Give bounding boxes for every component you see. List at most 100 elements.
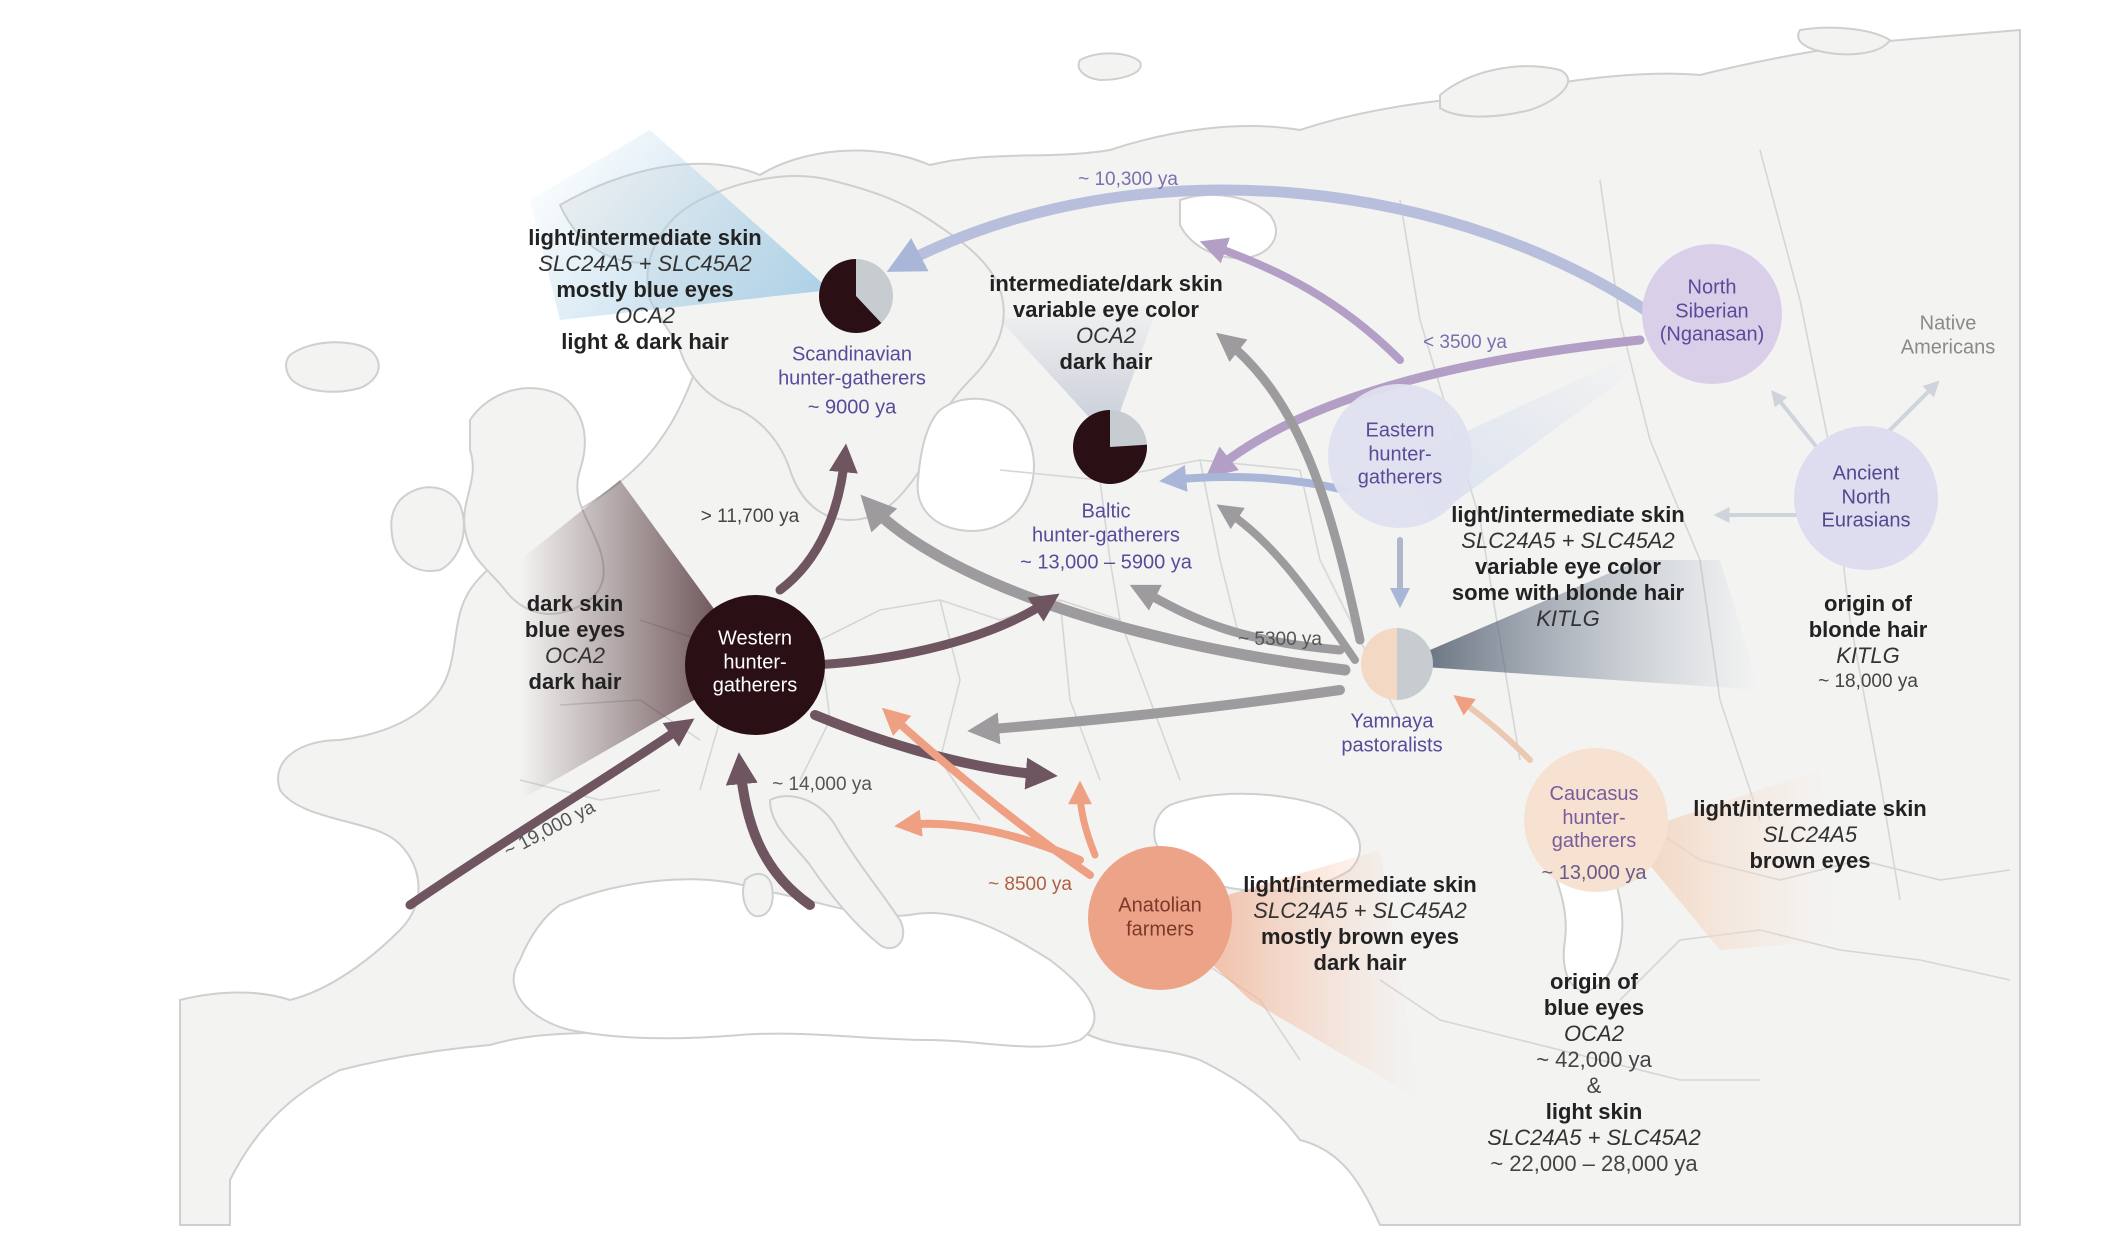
baltic-pie [1073,410,1147,485]
origin-trait-4: ~ 42,000 ya [1536,1047,1652,1073]
baltic-pie-wedge [1073,410,1147,485]
siberian-line-3: (Nganasan) [1659,323,1765,346]
arrow-yamnaya-to-baltic2 [1216,504,1359,664]
baltic-date: ~ 13,000 – 5900 ya [1020,551,1192,574]
eastern-line-2: hunter- [1368,443,1432,466]
svalbard-land [1077,52,1142,81]
date-3500: < 3500 ya [1423,331,1507,353]
eastern-trait-1: light/intermediate skin [1451,502,1685,528]
caucasus-beam [1625,770,1840,950]
caucasus-line-1: Caucasus [1549,782,1639,805]
baltic-trait-2: variable eye color [1013,297,1199,323]
origin-trait-6: light skin [1545,1098,1643,1124]
yamnaya-node [1361,628,1433,700]
ane-line-1: Ancient [1832,462,1900,485]
scandinavian-pie-wedge [819,259,882,334]
caucasus-line-3: gatherers [1551,830,1637,852]
origin-trait-8: ~ 22,000 – 28,000 ya [1490,1150,1698,1176]
arrow-yamnaya-to-west [967,685,1345,745]
western-line-1: Western [717,627,793,650]
arrow-italy-to-western [725,752,815,910]
migration-arrows [405,184,1940,910]
western-node [685,595,825,735]
origin-trait-7: SLC24A5 + SLC45A2 [1487,1124,1701,1150]
native-americans-label: Native Americans [1901,312,1995,359]
ane-trait-2: blonde hair [1808,616,1928,642]
arrow-western-to-scandinavian [775,443,858,595]
baltic-node-label: Baltic hunter-gatherers ~ 13,000 – 5900 … [1020,501,1192,576]
yamnaya-node-label: Yamnaya pastoralists [1341,710,1442,757]
arrow-western-to-baltic [810,593,1060,670]
eurasia-land [179,29,2021,1226]
arrow-anatolian-to-balkans [1068,780,1099,859]
eastern-node-label: Eastern hunter- gatherers [1358,420,1443,491]
scandinavian-line-2: hunter-gatherers [778,367,926,390]
anatolian-traits: light/intermediate skin SLC24A5 + SLC45A… [1243,872,1477,976]
caucasus-traits: light/intermediate skin SLC24A5 brown ey… [1693,796,1927,874]
date-8500: ~ 8500 ya [988,873,1072,895]
anatolian-trait-1: light/intermediate skin [1243,872,1477,898]
baltic-line-2: hunter-gatherers [1032,524,1180,547]
ane-trait-1: origin of [1824,590,1912,616]
arctic-island-land [1797,26,1891,56]
north-siberian-node-label: North Siberian (Nganasan) [1660,277,1765,348]
eastern-trait-4: some with blonde hair [1451,579,1685,605]
north-siberian-node [1642,244,1782,384]
arrow-siberian-to-scandinavian [886,184,1666,326]
arrow-anatolian-to-italy [894,809,1084,864]
baltic-trait-3: OCA2 [1076,323,1136,348]
yamnaya-left-half [1361,628,1397,700]
eastern-traits: light/intermediate skin SLC24A5 + SLC45A… [1451,502,1685,632]
anatolian-line-2: farmers [1126,918,1194,940]
baltic-trait-1: intermediate/dark skin [989,271,1223,297]
scandinavian-traits: light/intermediate skin SLC24A5 + SLC45A… [528,225,762,355]
arrow-ane-to-siberian [1771,390,1817,447]
ane-trait-4: ~ 18,000 ya [1818,670,1918,692]
western-trait-4: dark hair [528,668,622,694]
italy-land [769,795,905,950]
eastern-beam [1395,560,1760,690]
ane-node-label: Ancient North Eurasians [1822,463,1911,534]
caucasus-trait-1: light/intermediate skin [1693,796,1927,822]
scandinavian-line-1: Scandinavian [791,343,913,366]
eastern-trait-5: KITLG [1536,605,1600,631]
yamnaya-line-1: Yamnaya [1350,710,1434,733]
scand-trait-2: SLC24A5 + SLC45A2 [538,251,752,277]
native-line-2: Americans [1900,336,1996,358]
anatolian-trait-3: mostly brown eyes [1260,924,1460,949]
yamnaya-line-2: pastoralists [1341,734,1443,756]
ane-trait-3: KITLG [1836,642,1900,668]
siberian-line-2: Siberian [1675,300,1749,323]
baltic-beam [1000,300,1160,440]
arrow-caucasus-to-yamnaya [1453,695,1533,763]
yamnaya-right-half [1397,628,1433,700]
baltic-line-1: Baltic [1081,500,1131,523]
date-14000: ~ 14,000 ya [772,773,872,795]
ane-line-3: Eurasians [1821,509,1911,532]
anatolian-trait-2: SLC24A5 + SLC45A2 [1253,898,1467,924]
ane-node [1794,426,1938,570]
scandinavian-beam [530,130,830,320]
anatolian-trait-4: dark hair [1313,949,1407,975]
western-line-3: gatherers [712,674,798,697]
eastern-line-1: Eastern [1365,419,1435,442]
ireland-land [390,486,465,572]
caucasus-node [1524,748,1668,892]
anatolian-node [1088,846,1232,990]
caucasus-trait-3: brown eyes [1749,847,1871,873]
ane-traits: origin of blonde hair KITLG ~ 18,000 ya [1809,591,1928,693]
scand-trait-3: mostly blue eyes [556,277,734,303]
scandinavian-date: ~ 9000 ya [807,396,897,419]
anatolian-line-1: Anatolian [1118,894,1202,917]
origin-trait-1: origin of [1550,969,1638,995]
sardinia-land [742,872,774,918]
western-traits: dark skin blue eyes OCA2 dark hair [525,591,625,695]
scand-trait-5: light & dark hair [561,328,729,354]
date-11700: > 11,700 ya [700,505,800,527]
scandinavian-pie [819,259,893,334]
origin-trait-5: & [1586,1073,1602,1098]
blue-eyes-origin-traits: origin of blue eyes OCA2 ~ 42,000 ya & l… [1487,969,1700,1177]
arrow-yamnaya-to-baltic [1129,584,1345,655]
